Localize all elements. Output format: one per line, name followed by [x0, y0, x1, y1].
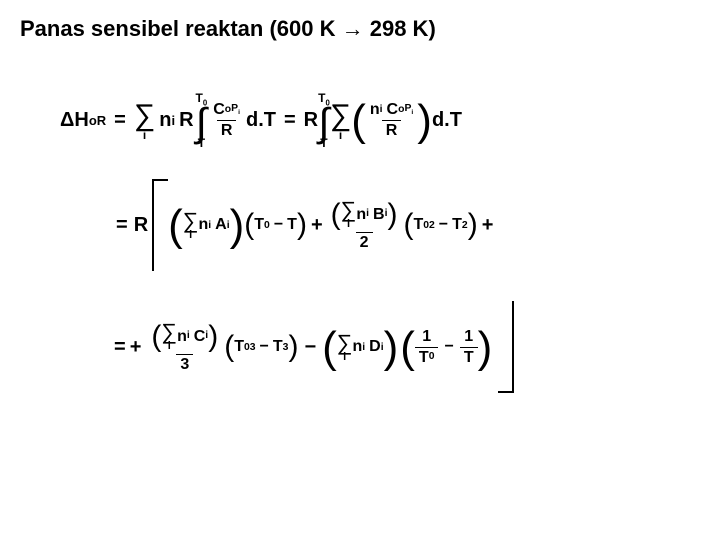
eq-row-3: = + ( ∑ i niCi ) 3	[110, 301, 700, 393]
sigma-under2: i	[339, 129, 342, 141]
equals-4: =	[114, 336, 126, 359]
int-lower2: T	[320, 137, 327, 149]
lparen: (	[351, 103, 366, 138]
delta-h: ΔHoR	[60, 109, 106, 132]
sigma-a: ∑ i	[183, 210, 199, 241]
integral-2: T0 ∫ T	[318, 92, 330, 149]
sigma-under: i	[143, 129, 146, 141]
equals-2: =	[284, 109, 296, 132]
t-1: T	[264, 109, 276, 132]
niAi: niAi	[198, 216, 229, 234]
equals-3: =	[116, 214, 128, 237]
den2: R	[382, 120, 402, 139]
paren-D: ( ∑ i niDi )	[322, 330, 398, 365]
frac-B: ( ∑ i niBi ) 2	[327, 199, 402, 251]
n: n	[159, 109, 171, 132]
den: R	[217, 120, 237, 139]
lbracket-open	[152, 179, 168, 271]
paren-A: ( ∑ i niAi )	[168, 208, 244, 243]
num: CoPi	[209, 102, 244, 120]
sub-r: R	[97, 113, 106, 128]
paren-T0cube: ( T03 − T3 )	[224, 335, 298, 359]
arrow-icon: →	[336, 16, 370, 41]
d-2: d	[432, 109, 444, 132]
plus-2: +	[482, 214, 494, 237]
paren-T0sq: ( T02 − T2 )	[403, 213, 477, 237]
paren-T0T: ( T0 − T )	[244, 213, 307, 237]
frac-cp-r-1: CoPi R	[209, 102, 244, 139]
ni-1: ni	[159, 109, 175, 132]
sigma-2: ∑ i	[330, 101, 351, 141]
plus-3: +	[130, 336, 142, 359]
sigma-sym2: ∑	[330, 101, 351, 131]
sup-o: o	[89, 113, 97, 128]
numB: ( ∑ i niBi )	[327, 199, 402, 232]
title-suffix: 298 K)	[370, 16, 436, 41]
eq-row-1: ΔHoR = ∑ i ni R T0 ∫ T CoPi R d.	[60, 92, 700, 149]
rbracket-close	[498, 301, 514, 393]
paren-group-1: ( niCoPi R )	[351, 102, 432, 139]
t-2: T	[450, 109, 462, 132]
int-lower: T	[198, 137, 205, 149]
rparen: )	[417, 103, 432, 138]
sigma-1: ∑ i	[134, 101, 155, 141]
delta: Δ	[60, 109, 74, 132]
page-title: Panas sensibel reaktan (600 K → 298 K)	[20, 16, 700, 42]
sigma-sym: ∑	[134, 101, 155, 131]
plus-1: +	[311, 214, 323, 237]
frac-C: ( ∑ i niCi ) 3	[147, 321, 222, 373]
r-1: R	[179, 109, 193, 132]
d-1: d	[246, 109, 258, 132]
integral-1: T0 ∫ T	[196, 92, 208, 149]
title-prefix: Panas sensibel reaktan (600 K	[20, 16, 336, 41]
h: H	[74, 109, 88, 132]
equals-1: =	[114, 109, 126, 132]
num2: niCoPi	[366, 102, 417, 120]
page: Panas sensibel reaktan (600 K → 298 K) Δ…	[0, 0, 720, 439]
denB: 2	[356, 232, 373, 251]
equations: ΔHoR = ∑ i ni R T0 ∫ T CoPi R d.	[20, 92, 700, 393]
minus-1: −	[304, 336, 316, 359]
r-2: R	[304, 109, 318, 132]
numC: ( ∑ i niCi )	[147, 321, 222, 354]
denC: 3	[176, 354, 193, 373]
frac-nicp: niCoPi R	[366, 102, 417, 139]
eq-row-2: = R ( ∑ i niAi ) ( T0 − T	[110, 179, 700, 271]
sub-i: i	[171, 113, 175, 128]
r-3: R	[134, 214, 148, 237]
paren-invT: ( 1 T0 − 1 T )	[400, 329, 492, 366]
